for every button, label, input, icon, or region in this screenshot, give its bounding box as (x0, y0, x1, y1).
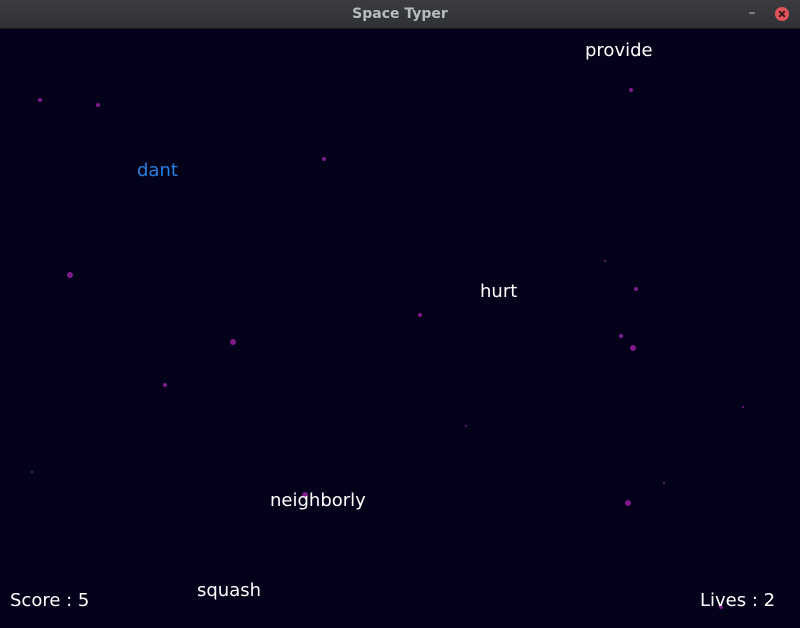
lives-display: Lives : 2 (700, 590, 776, 611)
minimize-button[interactable]: – (748, 5, 756, 21)
star (31, 471, 33, 473)
title-bar: Space Typer – (0, 0, 800, 29)
star (322, 157, 326, 161)
star (663, 482, 665, 484)
window-title: Space Typer (352, 6, 448, 22)
star (629, 88, 633, 92)
star (719, 605, 723, 609)
star (302, 492, 308, 498)
falling-word-neighborly: neighborly (270, 490, 366, 511)
star (230, 339, 236, 345)
star (630, 345, 636, 351)
star (67, 272, 73, 278)
falling-word-provide: provide (585, 40, 653, 61)
star (163, 383, 167, 387)
star (604, 260, 606, 262)
star (742, 406, 744, 408)
star (418, 313, 422, 317)
star (634, 287, 638, 291)
score-display: Score : 5 (10, 590, 90, 611)
falling-word-hurt: hurt (480, 281, 518, 302)
playfield[interactable]: provide dant hurt neighborly squash Scor… (0, 29, 800, 628)
star (625, 500, 631, 506)
falling-word-squash: squash (197, 580, 262, 601)
close-icon[interactable] (775, 7, 789, 21)
falling-word-dant-active: dant (137, 160, 178, 181)
star (38, 98, 42, 102)
star (96, 103, 100, 107)
star (465, 425, 467, 427)
star (619, 334, 623, 338)
